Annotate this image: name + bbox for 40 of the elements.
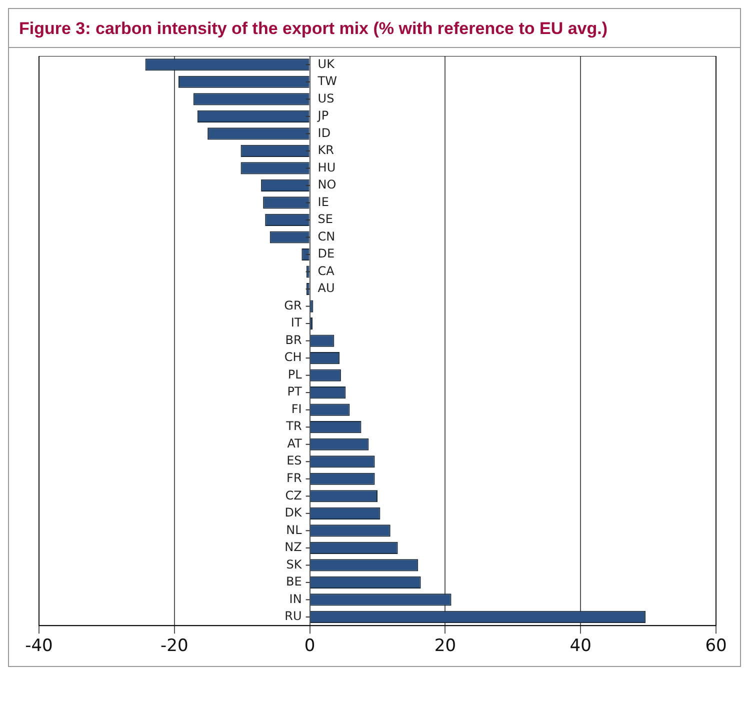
y-tick-label: ID [318, 126, 331, 140]
y-tick-label: CA [318, 264, 336, 278]
y-tick-label: BE [286, 574, 302, 589]
y-tick-label: CH [284, 350, 302, 364]
y-tick-label: IT [290, 316, 302, 330]
y-tick-label: TW [316, 74, 338, 88]
x-tick-label: -40 [25, 636, 53, 656]
y-tick-label: NO [318, 178, 336, 192]
y-tick-label: ES [286, 454, 302, 468]
x-tick-label: 0 [304, 636, 316, 656]
y-tick-label: AU [318, 281, 335, 296]
y-tick-label: SE [318, 212, 334, 226]
y-tick-label: RU [284, 609, 302, 624]
y-tick-label: PL [288, 367, 302, 382]
y-tick-label: BR [285, 332, 302, 347]
y-tick-label: IE [318, 194, 329, 209]
y-tick-label: CN [318, 229, 336, 244]
y-tick-label: DE [318, 246, 335, 261]
y-tick-label: PT [287, 384, 302, 399]
y-tick-label: TR [285, 419, 302, 434]
x-tick-label: -20 [160, 636, 188, 656]
y-tick-label: FI [291, 402, 302, 416]
y-tick-label: JP [316, 108, 329, 123]
y-tick-label: SK [286, 557, 303, 572]
y-tick-label: NL [286, 522, 302, 537]
x-tick-label: 20 [434, 636, 456, 656]
y-tick-label: KR [318, 143, 334, 158]
y-tick-label: UK [318, 56, 336, 71]
y-tick-label: US [318, 91, 334, 106]
y-tick-label: DK [284, 506, 303, 520]
y-tick-label: GR [284, 298, 302, 312]
chart-title: Figure 3: carbon intensity of the export mix (% with reference to EU avg.) [9, 9, 740, 48]
x-tick-label: 40 [570, 636, 592, 656]
x-tick-label: 60 [705, 636, 727, 656]
y-tick-label: IN [289, 592, 302, 606]
y-tick-label: AT [287, 436, 302, 450]
y-tick-label: FR [286, 471, 302, 486]
y-tick-label: NZ [284, 540, 302, 554]
y-tick-label: CZ [285, 488, 302, 502]
y-tick-label: HU [318, 160, 336, 174]
